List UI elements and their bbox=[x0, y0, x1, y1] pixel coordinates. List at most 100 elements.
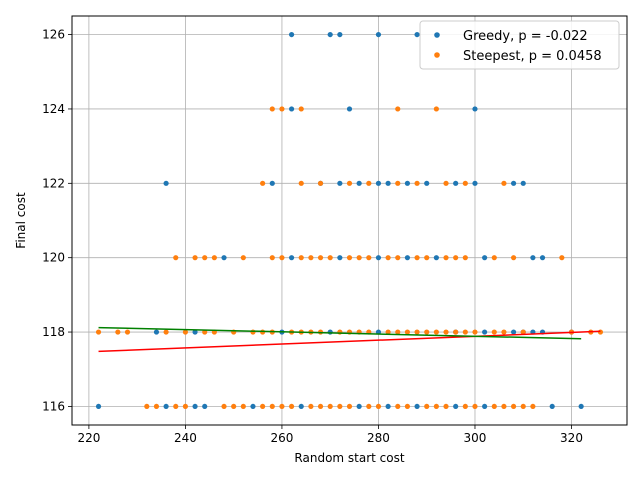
fit-line bbox=[98, 326, 582, 340]
steepest-point bbox=[298, 180, 304, 186]
steepest-point bbox=[385, 255, 391, 261]
greedy-point bbox=[375, 255, 382, 261]
steepest-point bbox=[433, 106, 439, 112]
greedy-point bbox=[327, 31, 333, 38]
y-tick-label: 118 bbox=[42, 325, 65, 339]
greedy-point bbox=[482, 329, 488, 335]
steepest-point bbox=[462, 329, 468, 335]
greedy-point bbox=[453, 180, 459, 186]
steepest-point bbox=[462, 255, 468, 261]
steepest-point bbox=[240, 255, 246, 261]
steepest-point bbox=[462, 403, 468, 410]
legend-marker bbox=[434, 32, 440, 38]
steepest-point bbox=[520, 329, 526, 335]
steepest-point bbox=[453, 255, 459, 261]
greedy-point bbox=[530, 255, 536, 261]
greedy-point bbox=[250, 403, 256, 410]
steepest-point bbox=[202, 255, 208, 261]
steepest-point bbox=[443, 329, 449, 335]
y-tick-label: 116 bbox=[42, 399, 65, 413]
steepest-point bbox=[520, 403, 526, 410]
steepest-point bbox=[163, 329, 169, 335]
steepest-point bbox=[395, 403, 401, 410]
axis-ticks: 220 240 260 280 300 320 116 118 120 122 124 126 bbox=[42, 28, 583, 445]
greedy-point bbox=[288, 106, 295, 112]
steepest-point bbox=[115, 329, 121, 335]
greedy-point bbox=[424, 180, 430, 186]
data-points bbox=[95, 31, 604, 410]
steepest-point bbox=[501, 180, 507, 186]
y-axis-label: Final cost bbox=[14, 192, 28, 249]
greedy-point bbox=[288, 255, 295, 261]
greedy-point bbox=[337, 255, 343, 261]
steepest-point bbox=[433, 329, 439, 335]
legend-marker bbox=[434, 52, 440, 58]
steepest-point bbox=[366, 403, 372, 410]
steepest-point bbox=[414, 329, 420, 335]
steepest-point bbox=[501, 329, 507, 335]
greedy-point bbox=[385, 403, 391, 410]
greedy-point bbox=[153, 329, 160, 335]
greedy-point bbox=[163, 403, 169, 410]
greedy-point bbox=[269, 180, 275, 186]
steepest-point bbox=[443, 255, 449, 261]
legend: Greedy, p = -0.022 Steepest, p = 0.0458 bbox=[419, 20, 620, 70]
steepest-point bbox=[211, 255, 217, 261]
legend-box bbox=[419, 20, 620, 70]
steepest-point bbox=[346, 180, 353, 186]
greedy-point bbox=[520, 180, 526, 186]
steepest-point bbox=[269, 106, 275, 112]
steepest-point bbox=[317, 180, 324, 186]
greedy-point bbox=[346, 106, 353, 112]
plot-frame bbox=[71, 15, 628, 426]
legend-label: Steepest, p = 0.0458 bbox=[463, 49, 602, 64]
legend-label: Greedy, p = -0.022 bbox=[463, 29, 588, 44]
steepest-point bbox=[356, 255, 362, 261]
steepest-point bbox=[173, 255, 179, 261]
steepest-point bbox=[95, 329, 102, 335]
steepest-point bbox=[298, 106, 304, 112]
steepest-point bbox=[279, 106, 285, 112]
steepest-point bbox=[404, 329, 411, 335]
greedy-point bbox=[375, 31, 382, 38]
steepest-point bbox=[395, 106, 401, 112]
x-tick-label: 300 bbox=[464, 431, 487, 445]
greedy-point bbox=[337, 180, 343, 186]
steepest-point bbox=[269, 255, 275, 261]
steepest-point bbox=[443, 403, 449, 410]
greedy-point bbox=[385, 180, 391, 186]
x-tick-label: 320 bbox=[560, 431, 583, 445]
steepest-point bbox=[375, 403, 382, 410]
steepest-point bbox=[472, 329, 478, 335]
greedy-point bbox=[192, 329, 198, 335]
steepest-point bbox=[317, 255, 324, 261]
steepest-point bbox=[414, 180, 420, 186]
y-tick-label: 126 bbox=[42, 28, 65, 42]
greedy-point bbox=[539, 255, 546, 261]
steepest-point bbox=[424, 329, 430, 335]
steepest-point bbox=[491, 255, 497, 261]
greedy-point bbox=[472, 180, 478, 186]
steepest-point bbox=[279, 403, 285, 410]
greedy-point bbox=[356, 403, 362, 410]
steepest-point bbox=[414, 255, 420, 261]
greedy-point bbox=[453, 403, 459, 410]
steepest-point bbox=[395, 255, 401, 261]
steepest-point bbox=[144, 403, 150, 410]
steepest-point bbox=[510, 255, 517, 261]
steepest-point bbox=[327, 255, 333, 261]
y-tick-label: 120 bbox=[42, 251, 65, 265]
steepest-point bbox=[346, 255, 353, 261]
greedy-point bbox=[221, 255, 227, 261]
steepest-point bbox=[491, 403, 497, 410]
steepest-point bbox=[317, 403, 324, 410]
y-tick-label: 124 bbox=[42, 102, 65, 116]
steepest-point bbox=[385, 329, 391, 335]
greedy-point bbox=[549, 403, 555, 410]
steepest-point bbox=[182, 403, 189, 410]
steepest-point bbox=[327, 403, 333, 410]
steepest-point bbox=[453, 329, 459, 335]
steepest-point bbox=[260, 180, 266, 186]
steepest-point bbox=[337, 403, 343, 410]
steepest-point bbox=[260, 403, 266, 410]
